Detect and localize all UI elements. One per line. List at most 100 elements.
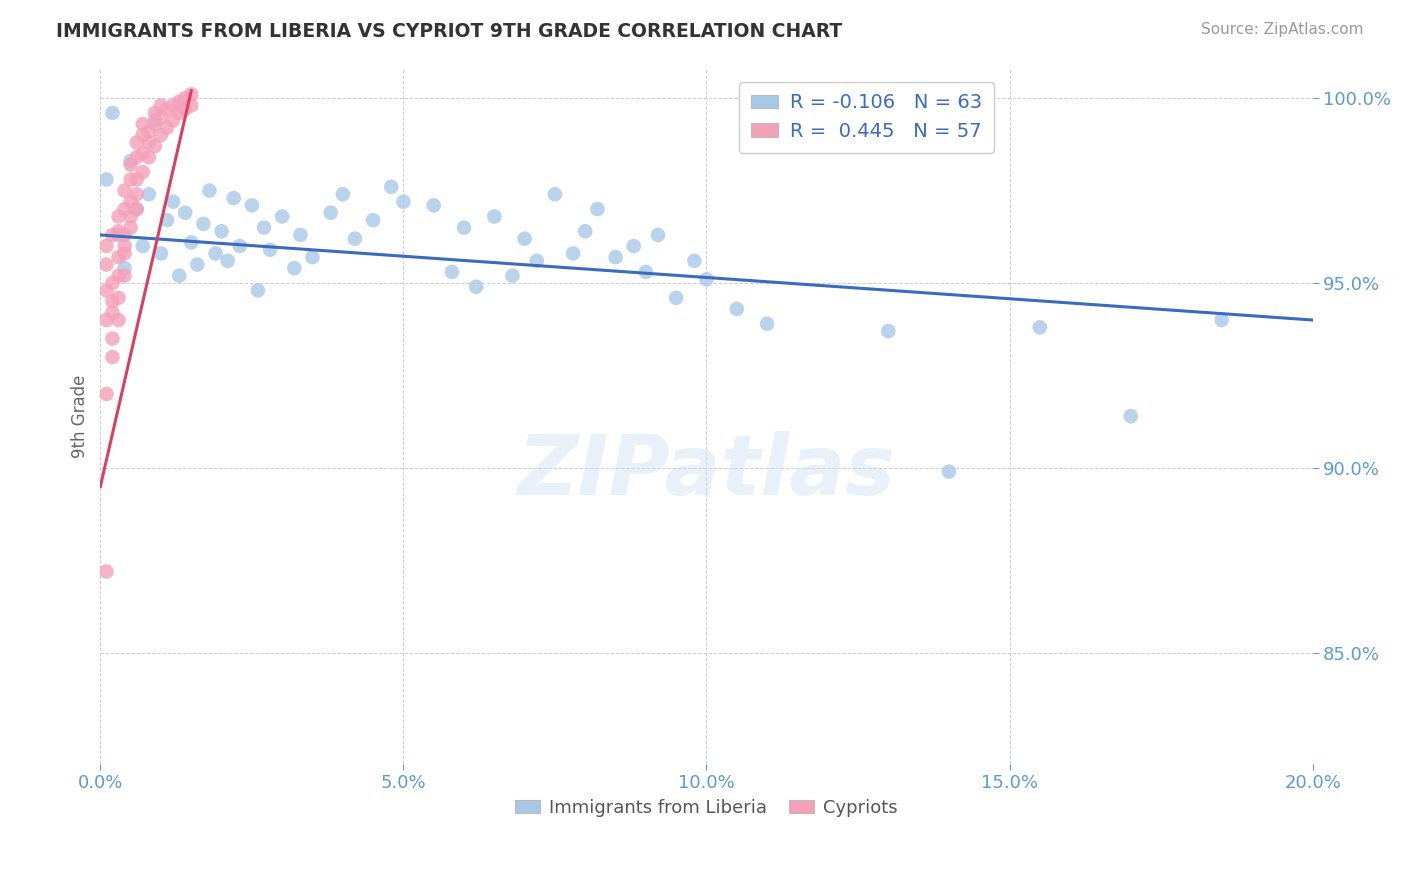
Point (290, 227, 312, 242)
Point (683, 253, 706, 268)
Point (132, 146, 155, 161)
Point (502, 268, 524, 283)
Point (125, 202, 148, 216)
Point (120, 194, 142, 209)
Point (143, 106, 166, 120)
Point (114, 246, 136, 260)
Point (101, 350, 124, 364)
Point (440, 265, 463, 279)
Point (695, 272, 717, 286)
Point (938, 465, 960, 479)
Point (156, 102, 179, 116)
Point (211, 224, 233, 238)
Point (665, 291, 688, 305)
Point (193, 217, 215, 231)
Point (574, 224, 596, 238)
Point (96, 172, 118, 186)
Point (647, 227, 669, 242)
Point (101, 305, 124, 319)
Point (125, 172, 148, 186)
Point (167, 95, 190, 109)
Y-axis label: 9th Grade: 9th Grade (72, 375, 89, 458)
Point (332, 187, 354, 202)
Point (1211, 313, 1233, 327)
Point (156, 213, 179, 227)
Text: ZIPatlas: ZIPatlas (517, 432, 896, 512)
Point (204, 246, 226, 260)
Point (114, 227, 136, 242)
Point (162, 194, 184, 209)
Point (120, 153, 142, 168)
Point (343, 232, 366, 246)
Point (253, 220, 276, 235)
Point (1119, 409, 1142, 424)
Point (149, 110, 172, 124)
Point (180, 87, 202, 102)
Point (180, 98, 202, 112)
Point (107, 224, 129, 238)
Point (125, 150, 148, 164)
Point (198, 184, 221, 198)
Point (101, 227, 124, 242)
Point (465, 279, 488, 293)
Point (143, 113, 166, 128)
Point (162, 113, 184, 128)
Point (513, 232, 536, 246)
Point (484, 210, 506, 224)
Point (107, 210, 129, 224)
Point (149, 98, 172, 112)
Point (132, 239, 155, 253)
Point (101, 331, 124, 345)
Point (120, 220, 142, 235)
Point (167, 106, 190, 120)
Point (132, 128, 155, 142)
Text: Source: ZipAtlas.com: Source: ZipAtlas.com (1201, 22, 1364, 37)
Text: IMMIGRANTS FROM LIBERIA VS CYPRIOT 9TH GRADE CORRELATION CHART: IMMIGRANTS FROM LIBERIA VS CYPRIOT 9TH G… (56, 22, 842, 41)
Point (138, 124, 160, 138)
Point (174, 102, 197, 116)
Point (114, 239, 136, 253)
Point (96, 239, 118, 253)
Point (96, 258, 118, 272)
Point (96, 565, 118, 579)
Point (107, 268, 129, 283)
Point (217, 253, 239, 268)
Point (162, 98, 184, 112)
Point (107, 313, 129, 327)
Point (138, 187, 160, 202)
Point (143, 139, 166, 153)
Point (132, 165, 155, 179)
Point (156, 120, 179, 135)
Point (167, 268, 190, 283)
Point (877, 324, 900, 338)
Point (222, 191, 245, 205)
Point (138, 150, 160, 164)
Point (125, 202, 148, 216)
Point (271, 210, 294, 224)
Point (586, 202, 609, 216)
Point (125, 136, 148, 150)
Point (107, 291, 129, 305)
Point (149, 246, 172, 260)
Point (114, 202, 136, 216)
Point (229, 239, 252, 253)
Point (96, 313, 118, 327)
Point (174, 206, 197, 220)
Point (240, 198, 263, 212)
Point (634, 265, 657, 279)
Point (120, 210, 142, 224)
Point (138, 136, 160, 150)
Point (101, 106, 124, 120)
Point (259, 243, 281, 257)
Point (301, 250, 323, 264)
Point (1029, 320, 1052, 334)
Point (143, 117, 166, 131)
Point (114, 261, 136, 276)
Point (422, 198, 444, 212)
Point (392, 194, 415, 209)
Legend: Immigrants from Liberia, Cypriots: Immigrants from Liberia, Cypriots (508, 792, 905, 824)
Point (107, 250, 129, 264)
Point (101, 294, 124, 309)
Point (361, 213, 384, 227)
Point (174, 91, 197, 105)
